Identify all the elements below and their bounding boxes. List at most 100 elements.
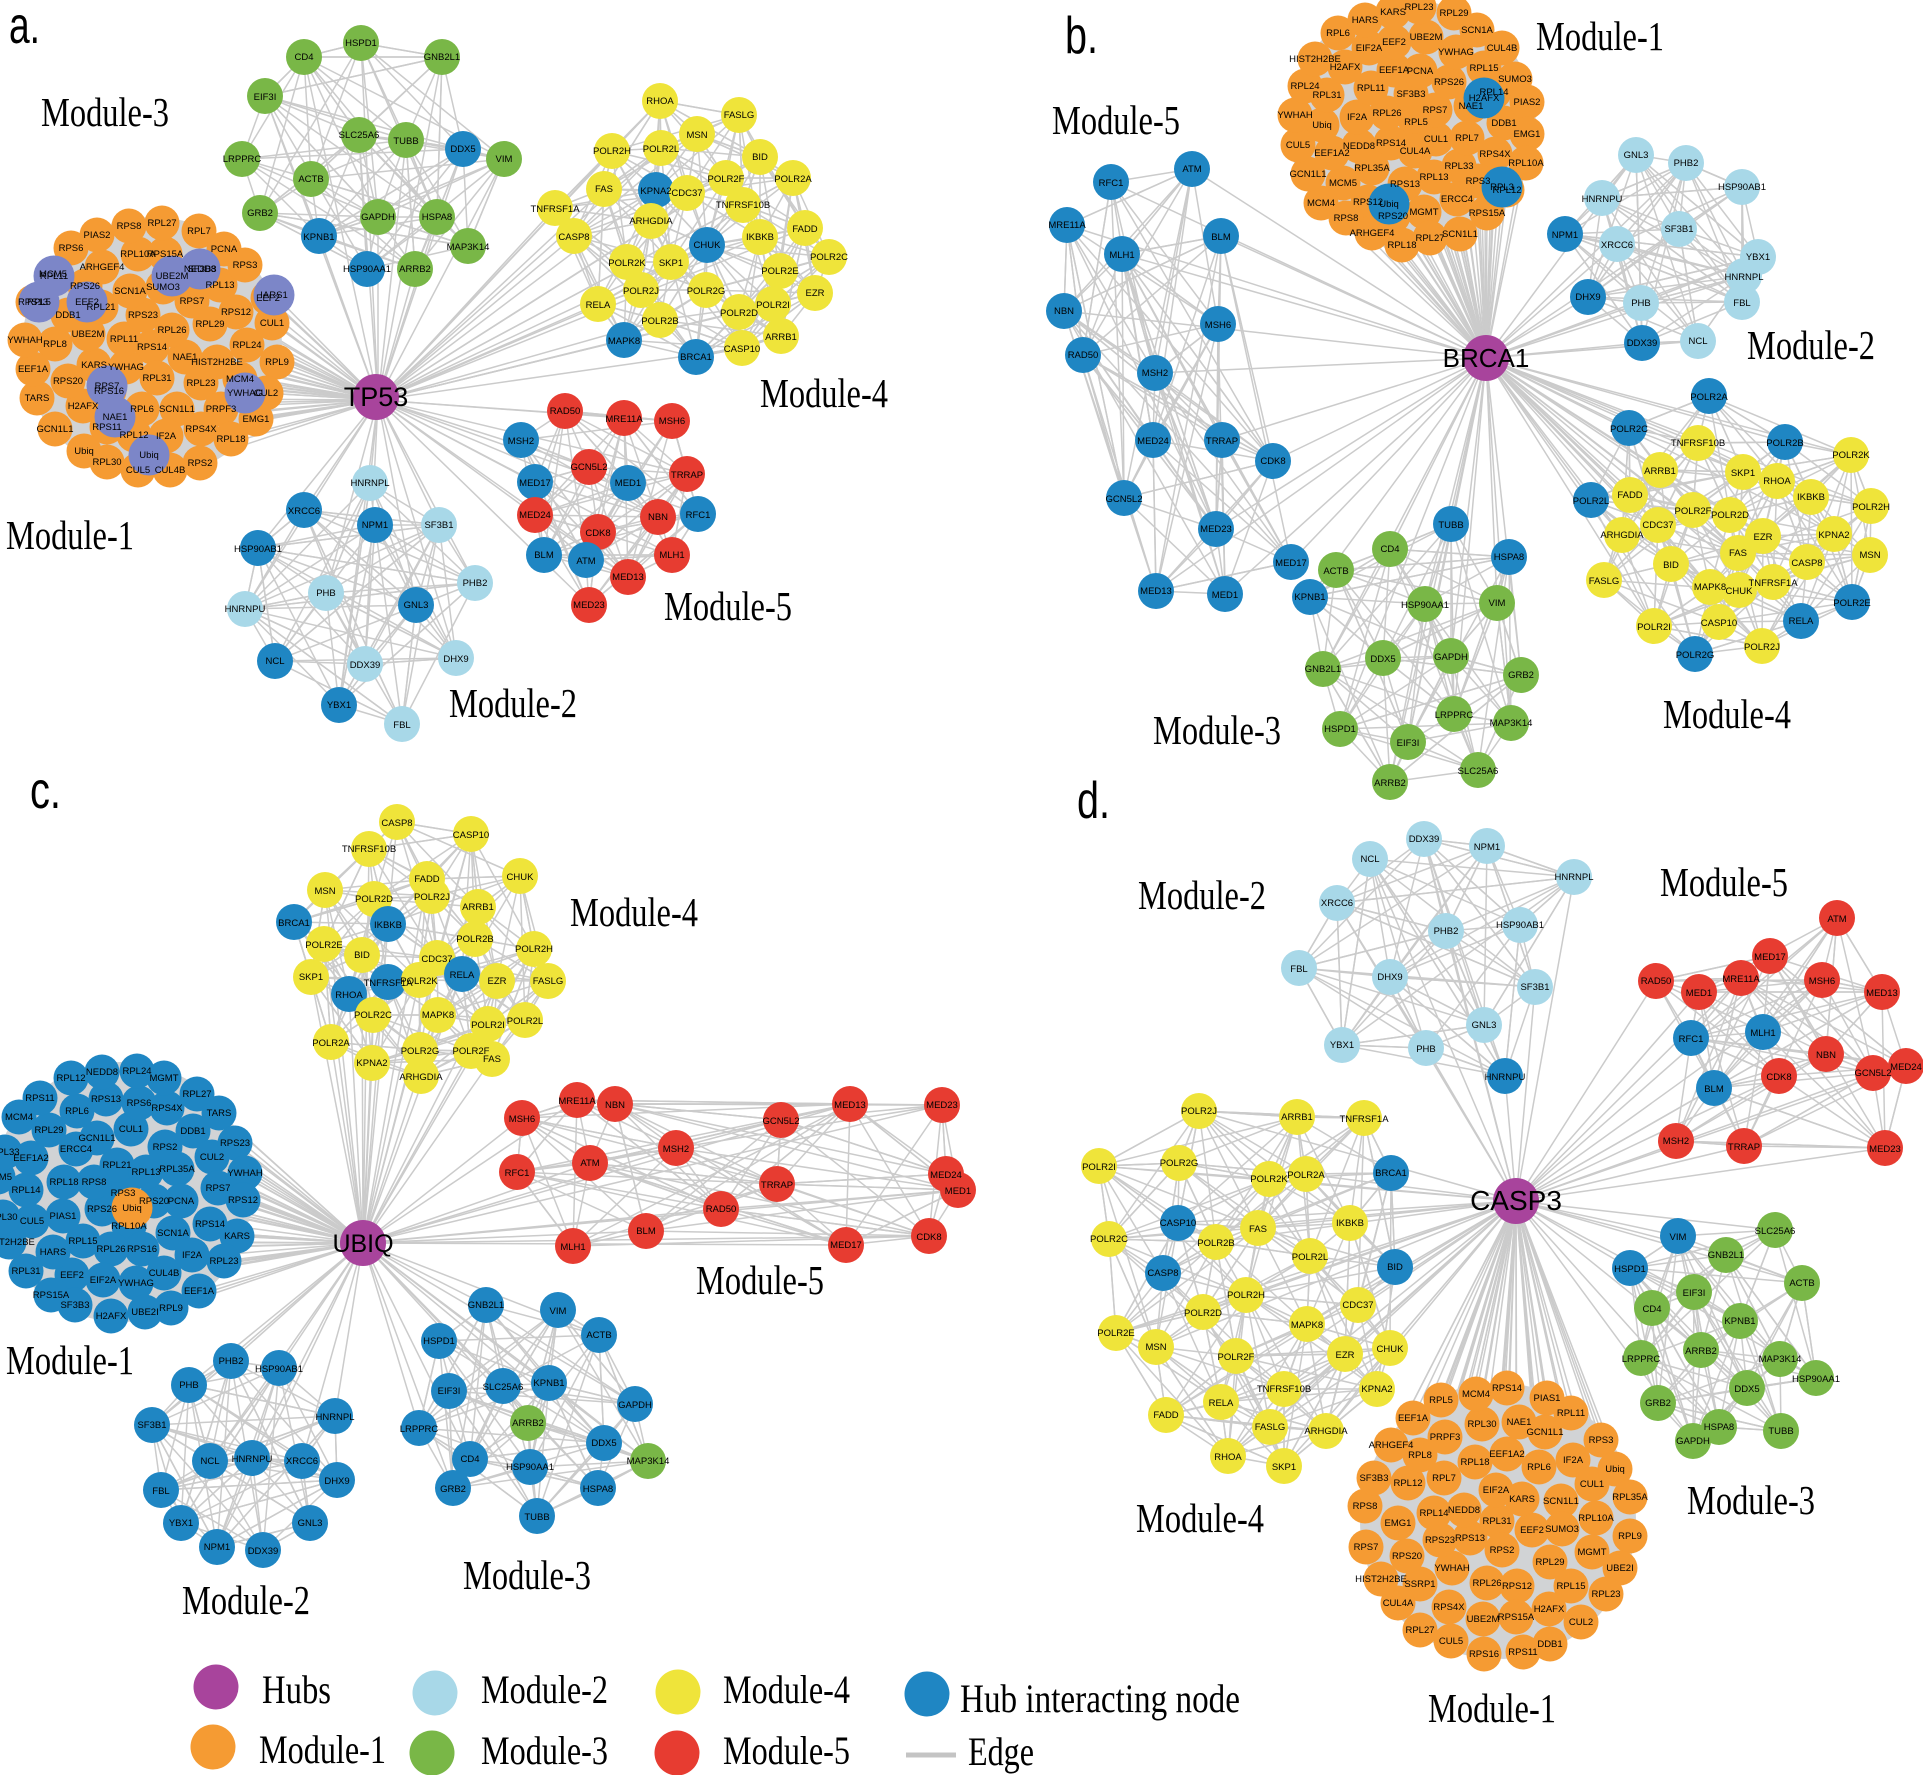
svg-text:GCN1L1: GCN1L1	[1290, 169, 1327, 180]
svg-text:GRB2: GRB2	[1508, 670, 1534, 681]
svg-text:IKBKB: IKBKB	[1797, 492, 1825, 503]
svg-text:FBL: FBL	[393, 720, 410, 731]
svg-text:MCM4: MCM4	[5, 1112, 33, 1123]
svg-text:Module-1: Module-1	[1536, 13, 1664, 59]
svg-text:RPL31: RPL31	[1482, 1516, 1511, 1527]
svg-text:XRCC6: XRCC6	[1321, 898, 1353, 909]
svg-text:GNL3: GNL3	[298, 1518, 323, 1529]
svg-text:ARHGDIA: ARHGDIA	[1600, 530, 1644, 541]
svg-text:TRRAP: TRRAP	[671, 470, 703, 481]
svg-text:MAP3K14: MAP3K14	[447, 242, 490, 253]
svg-text:EIF2A: EIF2A	[1483, 1485, 1510, 1496]
svg-text:Module-4: Module-4	[1663, 691, 1791, 737]
svg-text:NEDD8: NEDD8	[86, 1067, 118, 1078]
svg-text:ARRB1: ARRB1	[462, 902, 494, 913]
svg-text:POLR2J: POLR2J	[1181, 1106, 1217, 1117]
svg-text:IARS1: IARS1	[260, 290, 287, 301]
svg-text:HNRNPL: HNRNPL	[350, 478, 389, 489]
svg-text:POLR2G: POLR2G	[401, 1046, 440, 1057]
svg-text:Module-3: Module-3	[481, 1728, 608, 1773]
svg-text:IKBKB: IKBKB	[746, 232, 774, 243]
svg-text:HSPD1: HSPD1	[1324, 724, 1356, 735]
svg-text:SKP1: SKP1	[299, 972, 323, 983]
svg-text:H2AFX: H2AFX	[68, 401, 99, 412]
svg-text:GCN1L1: GCN1L1	[37, 424, 74, 435]
svg-text:CASP3: CASP3	[1470, 1185, 1562, 1216]
svg-text:Module-1: Module-1	[1428, 1685, 1556, 1731]
svg-text:RPL35A: RPL35A	[1354, 163, 1390, 174]
svg-text:DDX39: DDX39	[248, 1546, 279, 1557]
svg-text:ARHGEF4: ARHGEF4	[1350, 228, 1395, 239]
svg-text:CDK8: CDK8	[1260, 456, 1285, 467]
svg-text:RPS2: RPS2	[1490, 1545, 1515, 1556]
svg-text:PHB: PHB	[1416, 1044, 1436, 1055]
svg-text:CUL4A: CUL4A	[1383, 1598, 1414, 1609]
svg-text:RPS14: RPS14	[195, 1219, 225, 1230]
svg-text:HARS: HARS	[1352, 15, 1378, 26]
svg-text:IF2A: IF2A	[1563, 1455, 1584, 1466]
svg-text:EEF1A: EEF1A	[1398, 1413, 1429, 1424]
svg-text:RPL7: RPL7	[1455, 133, 1479, 144]
svg-text:CASP10: CASP10	[1701, 618, 1737, 629]
svg-text:RPL21: RPL21	[102, 1160, 131, 1171]
svg-text:RHOA: RHOA	[1763, 476, 1791, 487]
svg-text:RPS15A: RPS15A	[1469, 208, 1506, 219]
svg-text:BLM: BLM	[1704, 1084, 1724, 1095]
svg-text:KPNA2: KPNA2	[1361, 1384, 1392, 1395]
svg-text:NPM1: NPM1	[1552, 230, 1578, 241]
svg-text:RPS20: RPS20	[53, 376, 83, 387]
svg-text:DHX9: DHX9	[443, 654, 468, 665]
svg-text:RPL14: RPL14	[1479, 87, 1508, 98]
svg-text:RPL27: RPL27	[147, 218, 176, 229]
svg-text:Module-5: Module-5	[696, 1257, 824, 1303]
svg-text:RPS7: RPS7	[1423, 105, 1448, 116]
svg-text:YWHAG: YWHAG	[118, 1278, 154, 1289]
svg-text:RPL15: RPL15	[1556, 1581, 1585, 1592]
svg-text:RPS7: RPS7	[206, 1183, 231, 1194]
svg-text:PIAS2: PIAS2	[1514, 97, 1541, 108]
svg-text:RPS26: RPS26	[70, 281, 100, 292]
svg-text:NCL: NCL	[265, 656, 284, 667]
svg-text:BID: BID	[354, 950, 370, 961]
svg-text:KARS: KARS	[81, 360, 107, 371]
svg-text:EEF2: EEF2	[256, 293, 280, 304]
svg-text:HSPA8: HSPA8	[1494, 552, 1524, 563]
svg-text:POLR2A: POLR2A	[1287, 1170, 1325, 1181]
svg-text:BLM: BLM	[636, 1226, 656, 1237]
svg-text:RPL21: RPL21	[86, 302, 115, 313]
svg-text:POLR2A: POLR2A	[312, 1038, 350, 1049]
svg-text:HSPD1: HSPD1	[1614, 1264, 1646, 1275]
svg-text:FADD: FADD	[1617, 490, 1642, 501]
svg-text:LRPPRC: LRPPRC	[400, 1424, 439, 1435]
svg-text:ARHGDIA: ARHGDIA	[629, 216, 673, 227]
svg-text:RPS8: RPS8	[1353, 1501, 1378, 1512]
svg-text:H2AFX: H2AFX	[96, 1311, 127, 1322]
svg-text:CASP10: CASP10	[1160, 1218, 1196, 1229]
svg-text:RPL31: RPL31	[11, 1266, 40, 1277]
svg-text:Edge: Edge	[968, 1729, 1034, 1774]
svg-text:POLR2F: POLR2F	[708, 174, 745, 185]
svg-text:RPL24: RPL24	[1290, 81, 1319, 92]
svg-text:MED1: MED1	[1212, 590, 1238, 601]
svg-text:MCM4: MCM4	[226, 374, 254, 385]
svg-text:BRCA1: BRCA1	[1443, 343, 1530, 373]
svg-text:NPM1: NPM1	[204, 1542, 230, 1553]
svg-text:MCM4: MCM4	[1462, 1389, 1490, 1400]
svg-text:RPS12: RPS12	[221, 307, 251, 318]
svg-text:RPL14: RPL14	[11, 1185, 40, 1196]
svg-text:HSPD1: HSPD1	[345, 38, 377, 49]
svg-text:CD4: CD4	[460, 1454, 479, 1465]
svg-text:PHB: PHB	[179, 1380, 199, 1391]
svg-text:CUL4B: CUL4B	[155, 465, 186, 476]
svg-text:RPL11: RPL11	[40, 271, 68, 282]
svg-text:NBN: NBN	[1054, 306, 1074, 317]
svg-text:GRB2: GRB2	[1645, 1398, 1671, 1409]
svg-text:HSP90AB1: HSP90AB1	[255, 1364, 303, 1375]
svg-text:KPNB1: KPNB1	[1294, 592, 1325, 603]
svg-text:GNB2L1: GNB2L1	[468, 1300, 504, 1311]
svg-text:RPS2: RPS2	[153, 1142, 178, 1153]
svg-text:MED23: MED23	[573, 600, 605, 611]
svg-text:H2AFX: H2AFX	[1469, 93, 1500, 104]
svg-text:Module-1: Module-1	[6, 512, 134, 558]
svg-text:NAE1: NAE1	[1507, 1417, 1532, 1428]
